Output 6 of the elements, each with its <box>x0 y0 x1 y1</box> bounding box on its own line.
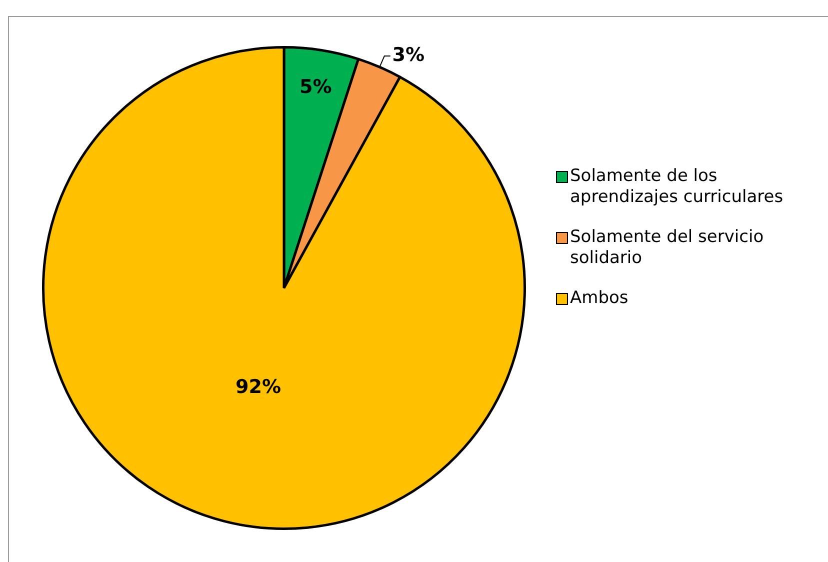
data-label: 92% <box>236 376 281 398</box>
data-label: 5% <box>300 76 332 98</box>
legend-label: Solamente del servicio solidario <box>570 227 765 269</box>
legend-label: Solamente de los aprendizajes curriculares <box>570 166 784 208</box>
data-label: 3% <box>392 44 425 66</box>
legend-label: Ambos <box>570 288 628 309</box>
